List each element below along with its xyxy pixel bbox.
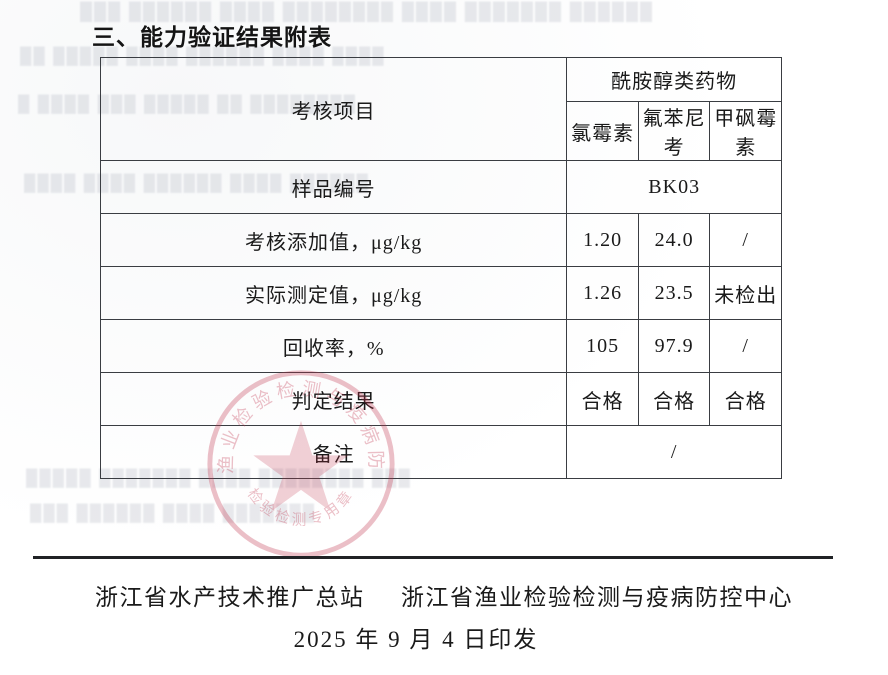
footer-issue-date: 2025 年 9 月 4 日印发 <box>293 627 539 652</box>
table-header-analyte-chloramphenicol: 氯霉素 <box>566 101 639 161</box>
footer-org-left: 浙江省水产技术推广总站 <box>95 585 365 610</box>
cell-judgement-thiamphenicol: 合格 <box>709 372 782 426</box>
cell-measured-thiamphenicol: 未检出 <box>709 266 782 320</box>
table-row: 判定结果 合格 合格 合格 <box>99 372 782 426</box>
table-header-analyte-florfenicol: 氟苯尼考 <box>637 101 711 161</box>
table-row: 回收率，% 105 97.9 / <box>99 319 782 373</box>
cell-judgement-florfenicol: 合格 <box>637 372 711 426</box>
cell-spiked-florfenicol: 24.0 <box>637 213 711 267</box>
table-header-row-group: 考核项目 酰胺醇类药物 <box>99 57 782 161</box>
cell-recovery-florfenicol: 97.9 <box>637 319 711 373</box>
cell-measured-chloramphenicol: 1.26 <box>566 266 639 320</box>
bleed-through-artifact: ███ ██████ ████ ███████ <box>30 505 317 522</box>
row-label-recovery-rate: 回收率，% <box>99 319 568 373</box>
table-header-analyte-thiamphenicol: 甲砜霉素 <box>709 101 782 161</box>
row-label-measured-value: 实际测定值，μg/kg <box>99 266 568 320</box>
footer-org-right: 浙江省渔业检验检测与疫病防控中心 <box>401 585 793 610</box>
table-row: 样品编号 BK03 <box>99 160 782 214</box>
row-value-sample-number: BK03 <box>566 160 782 214</box>
footer-organizations: 浙江省水产技术推广总站 浙江省渔业检验检测与疫病防控中心 <box>0 578 888 612</box>
bleed-through-artifact: ███ ██████ ████ ████████ ████ ███████ ██… <box>80 2 655 21</box>
cell-measured-florfenicol: 23.5 <box>637 266 711 320</box>
table-header-item-column: 考核项目 <box>99 57 568 161</box>
row-label-spiked-value: 考核添加值，μg/kg <box>99 213 568 267</box>
cell-judgement-chloramphenicol: 合格 <box>566 372 639 426</box>
capability-verification-table: 考核项目 酰胺醇类药物 氯霉素 氟苯尼考 甲砜霉素 样品编号 BK03 考核添加… <box>99 57 782 479</box>
cell-spiked-chloramphenicol: 1.20 <box>566 213 639 267</box>
cell-recovery-chloramphenicol: 105 <box>566 319 639 373</box>
table-row: 备注 / <box>99 425 782 479</box>
page-title: 三、能力验证结果附表 <box>92 24 332 50</box>
row-label-judgement: 判定结果 <box>99 372 568 426</box>
cell-spiked-thiamphenicol: / <box>709 213 782 267</box>
row-label-remarks: 备注 <box>99 425 568 479</box>
footer-divider-rule <box>33 556 833 559</box>
table-row: 考核添加值，μg/kg 1.20 24.0 / <box>99 213 782 267</box>
table-header-row-analytes: 氯霉素 氟苯尼考 甲砜霉素 <box>101 101 782 161</box>
row-label-sample-number: 样品编号 <box>99 160 568 214</box>
row-value-remarks: / <box>566 425 782 479</box>
table-header-drug-group: 酰胺醇类药物 <box>566 57 782 102</box>
table-row: 实际测定值，μg/kg 1.26 23.5 未检出 <box>99 266 782 320</box>
cell-recovery-thiamphenicol: / <box>709 319 782 373</box>
